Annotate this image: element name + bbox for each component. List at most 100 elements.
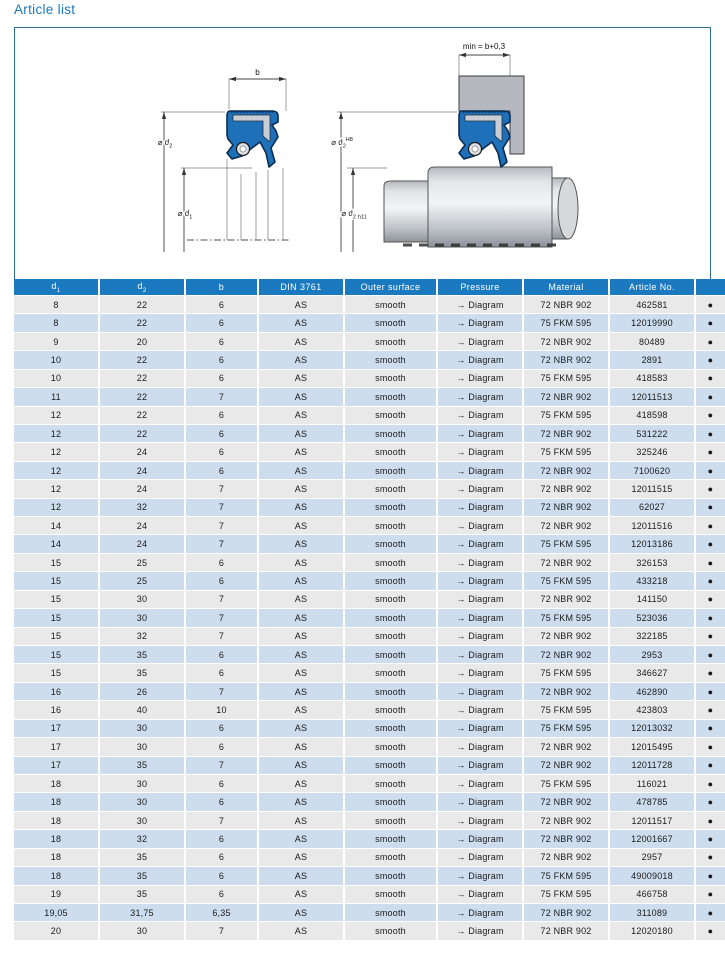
cell-b: 7 [186, 388, 259, 407]
cell-b: 6 [186, 848, 259, 868]
cell-d1: 12 [14, 480, 100, 499]
cell-d2: 22 [100, 369, 186, 389]
cell-pressure: → Diagram [438, 351, 524, 370]
availability-dot: ● [696, 443, 725, 462]
cell-article-no: 12011517 [610, 811, 696, 831]
cell-din-3761: AS [259, 590, 345, 610]
cell-outer-surface: smooth [345, 738, 438, 757]
cell-pressure: → Diagram [438, 646, 524, 665]
article-table: d1 d2 b DIN 3761 Outer surface Pressure Materi… [14, 279, 725, 941]
cell-article-no: 423803 [610, 701, 696, 720]
cell-pressure: → Diagram [438, 867, 524, 886]
cell-din-3761: AS [259, 296, 345, 315]
cell-pressure: → Diagram [438, 903, 524, 923]
cell-outer-surface: smooth [345, 480, 438, 499]
table-row: 14 24 7 AS smooth → Diagram 75 FKM 595 12013186… [14, 535, 725, 554]
availability-dot: ● [696, 369, 725, 389]
cell-b: 6 [186, 296, 259, 315]
cell-article-no: 326153 [610, 553, 696, 573]
cell-d2: 22 [100, 424, 186, 444]
table-row: 12 22 6 AS smooth → Diagram 72 NBR 902 531222 ● [14, 424, 725, 444]
cell-din-3761: AS [259, 388, 345, 407]
cell-outer-surface: smooth [345, 646, 438, 665]
cell-material: 72 NBR 902 [524, 922, 610, 941]
cell-pressure: → Diagram [438, 388, 524, 407]
cell-din-3761: AS [259, 738, 345, 757]
cell-article-no: 2891 [610, 351, 696, 370]
cell-outer-surface: smooth [345, 609, 438, 628]
cell-outer-surface: smooth [345, 774, 438, 794]
cell-d2: 24 [100, 535, 186, 554]
availability-dot: ● [696, 793, 725, 812]
cell-d2: 32 [100, 830, 186, 849]
cell-outer-surface: smooth [345, 756, 438, 775]
cell-d1: 18 [14, 848, 100, 868]
cell-pressure: → Diagram [438, 369, 524, 389]
cell-outer-surface: smooth [345, 885, 438, 904]
availability-dot: ● [696, 885, 725, 904]
availability-dot: ● [696, 314, 725, 333]
cell-material: 75 FKM 595 [524, 369, 610, 389]
availability-dot: ● [696, 848, 725, 868]
cell-b: 7 [186, 627, 259, 647]
cell-din-3761: AS [259, 535, 345, 554]
cell-pressure: → Diagram [438, 885, 524, 904]
cell-din-3761: AS [259, 719, 345, 739]
cell-pressure: → Diagram [438, 774, 524, 794]
cell-b: 7 [186, 480, 259, 499]
cell-d1: 15 [14, 609, 100, 628]
cell-pressure: → Diagram [438, 719, 524, 739]
cell-b: 7 [186, 498, 259, 518]
cell-material: 72 NBR 902 [524, 590, 610, 610]
cell-d2: 30 [100, 590, 186, 610]
availability-dot: ● [696, 406, 725, 425]
cell-b: 6 [186, 424, 259, 444]
column-header-availability [696, 279, 725, 296]
cell-d2: 30 [100, 774, 186, 794]
cell-article-no: 12011516 [610, 517, 696, 536]
cell-outer-surface: smooth [345, 572, 438, 591]
table-row: 15 35 6 AS smooth → Diagram 72 NBR 902 2953 ● [14, 646, 725, 665]
table-row: 17 35 7 AS smooth → Diagram 72 NBR 902 12011728… [14, 756, 725, 775]
cell-outer-surface: smooth [345, 811, 438, 831]
cell-d2: 30 [100, 922, 186, 941]
table-row: 12 24 7 AS smooth → Diagram 72 NBR 902 12011515… [14, 480, 725, 499]
dim-label-d2: ⌀ d2 [158, 138, 173, 150]
cell-material: 72 NBR 902 [524, 848, 610, 868]
cell-material: 72 NBR 902 [524, 332, 610, 352]
cell-material: 75 FKM 595 [524, 867, 610, 886]
cell-b: 7 [186, 517, 259, 536]
page-title: Article list [14, 2, 76, 17]
cell-outer-surface: smooth [345, 553, 438, 573]
cell-b: 7 [186, 811, 259, 831]
cell-outer-surface: smooth [345, 830, 438, 849]
cell-b: 6,35 [186, 903, 259, 923]
dim-label-d2-h11: ⌀ d2 h11 [341, 209, 366, 221]
shaft-main-section [427, 166, 553, 248]
cell-d2: 40 [100, 701, 186, 720]
availability-dot: ● [696, 867, 725, 886]
table-row: 17 30 6 AS smooth → Diagram 72 NBR 902 12015495… [14, 738, 725, 757]
table-row: 10 22 6 AS smooth → Diagram 72 NBR 902 2891 ● [14, 351, 725, 370]
cell-d2: 25 [100, 572, 186, 591]
cell-d2: 26 [100, 682, 186, 702]
cell-d2: 30 [100, 738, 186, 757]
table-row: 17 30 6 AS smooth → Diagram 75 FKM 595 12013032… [14, 719, 725, 739]
table-row: 15 25 6 AS smooth → Diagram 75 FKM 595 433218 ● [14, 572, 725, 591]
cell-d1: 15 [14, 553, 100, 573]
cell-article-no: 12015495 [610, 738, 696, 757]
table-row: 12 24 6 AS smooth → Diagram 72 NBR 902 7100620 ● [14, 461, 725, 481]
cell-pressure: → Diagram [438, 811, 524, 831]
availability-dot: ● [696, 774, 725, 794]
column-header-article-no: Article No. [610, 279, 696, 296]
cell-d1: 8 [14, 314, 100, 333]
cell-din-3761: AS [259, 885, 345, 904]
cell-b: 6 [186, 867, 259, 886]
cell-din-3761: AS [259, 922, 345, 941]
diagram-box: b ⌀ d2 ⌀ d1 min = b+0 [14, 27, 711, 279]
cell-d1: 19,05 [14, 903, 100, 923]
cell-d1: 18 [14, 793, 100, 812]
cell-b: 6 [186, 885, 259, 904]
cell-material: 72 NBR 902 [524, 830, 610, 849]
column-header-outer-surface: Outer surface [345, 279, 438, 296]
